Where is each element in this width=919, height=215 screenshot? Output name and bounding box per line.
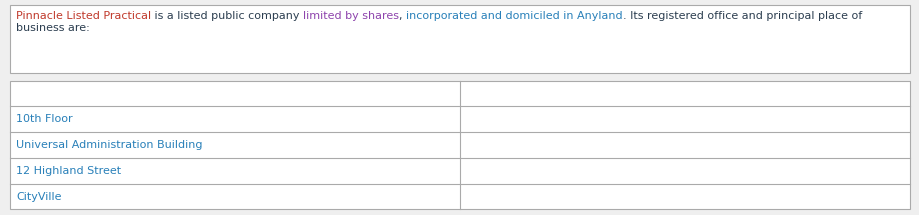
Text: ,: , xyxy=(399,11,405,21)
Bar xyxy=(10,81,909,209)
Text: incorporated and domiciled in Anyland: incorporated and domiciled in Anyland xyxy=(405,11,622,21)
Text: is a listed public company: is a listed public company xyxy=(151,11,302,21)
Text: . Its registered office and principal place of: . Its registered office and principal pl… xyxy=(622,11,861,21)
Text: CityVille: CityVille xyxy=(16,192,62,201)
Text: Pinnacle Listed Practical: Pinnacle Listed Practical xyxy=(16,11,151,21)
Text: 10th Floor: 10th Floor xyxy=(16,114,73,124)
Text: business are:: business are: xyxy=(16,23,90,33)
Text: Universal Administration Building: Universal Administration Building xyxy=(16,140,202,150)
Bar xyxy=(10,5,909,73)
Text: limited by shares: limited by shares xyxy=(302,11,399,21)
Text: 12 Highland Street: 12 Highland Street xyxy=(16,166,121,176)
